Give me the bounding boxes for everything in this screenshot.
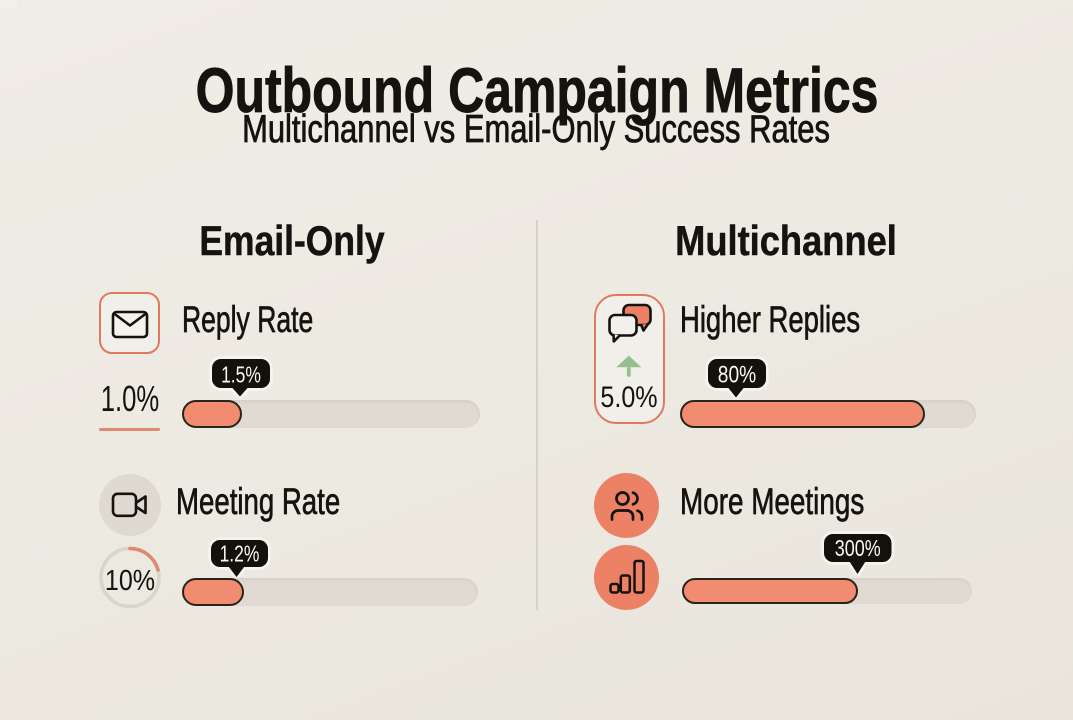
svg-text:1.2%: 1.2% (220, 542, 260, 567)
svg-text:300%: 300% (835, 536, 881, 562)
svg-text:1.5%: 1.5% (221, 363, 261, 388)
svg-text:80%: 80% (718, 360, 756, 388)
